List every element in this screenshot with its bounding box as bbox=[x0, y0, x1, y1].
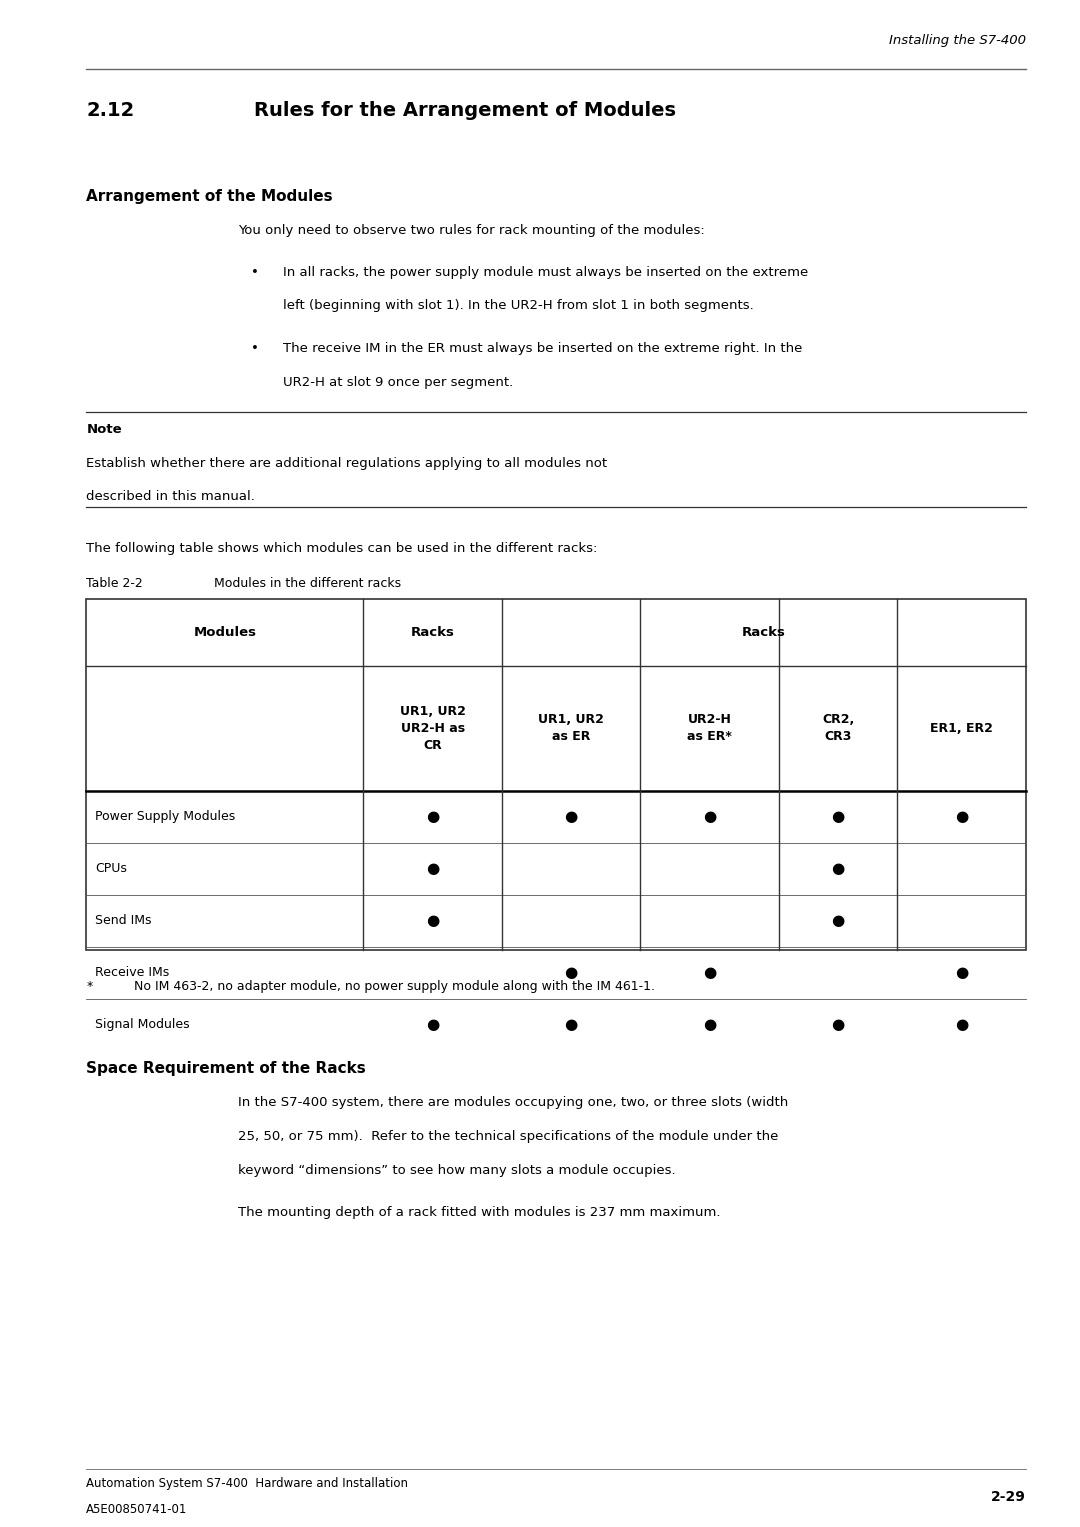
Text: The receive IM in the ER must always be inserted on the extreme right. In the: The receive IM in the ER must always be … bbox=[283, 342, 802, 356]
Text: Signal Modules: Signal Modules bbox=[95, 1019, 190, 1031]
Text: Installing the S7-400: Installing the S7-400 bbox=[889, 34, 1026, 47]
Text: ●: ● bbox=[565, 1017, 578, 1032]
Text: ●: ● bbox=[703, 809, 716, 825]
Text: No IM 463-2, no adapter module, no power supply module along with the IM 461-1.: No IM 463-2, no adapter module, no power… bbox=[134, 980, 654, 994]
Text: ●: ● bbox=[426, 861, 440, 876]
Text: CPUs: CPUs bbox=[95, 863, 127, 875]
Text: ●: ● bbox=[426, 913, 440, 928]
Text: ER1, ER2: ER1, ER2 bbox=[930, 722, 994, 734]
Text: 2.12: 2.12 bbox=[86, 101, 135, 119]
Text: Establish whether there are additional regulations applying to all modules not: Establish whether there are additional r… bbox=[86, 457, 608, 470]
Text: Note: Note bbox=[86, 423, 122, 437]
Text: A5E00850741-01: A5E00850741-01 bbox=[86, 1503, 188, 1516]
Text: The following table shows which modules can be used in the different racks:: The following table shows which modules … bbox=[86, 542, 597, 556]
Text: *: * bbox=[86, 980, 93, 994]
Text: ●: ● bbox=[565, 965, 578, 980]
Text: CR2,
CR3: CR2, CR3 bbox=[822, 713, 854, 744]
Text: You only need to observe two rules for rack mounting of the modules:: You only need to observe two rules for r… bbox=[238, 224, 704, 238]
Text: ●: ● bbox=[955, 965, 969, 980]
Text: Racks: Racks bbox=[742, 626, 786, 638]
Text: The mounting depth of a rack fitted with modules is 237 mm maximum.: The mounting depth of a rack fitted with… bbox=[238, 1206, 720, 1220]
Text: ●: ● bbox=[832, 913, 845, 928]
Text: In the S7-400 system, there are modules occupying one, two, or three slots (widt: In the S7-400 system, there are modules … bbox=[238, 1096, 787, 1110]
Text: ●: ● bbox=[832, 809, 845, 825]
Text: ●: ● bbox=[955, 1017, 969, 1032]
Text: Table 2-2: Table 2-2 bbox=[86, 577, 144, 591]
Text: Rules for the Arrangement of Modules: Rules for the Arrangement of Modules bbox=[254, 101, 676, 119]
Text: ●: ● bbox=[703, 1017, 716, 1032]
Text: In all racks, the power supply module must always be inserted on the extreme: In all racks, the power supply module mu… bbox=[283, 266, 808, 279]
Text: Racks: Racks bbox=[410, 626, 455, 638]
Text: Modules: Modules bbox=[193, 626, 256, 638]
Text: Receive IMs: Receive IMs bbox=[95, 967, 170, 979]
Text: Automation System S7-400  Hardware and Installation: Automation System S7-400 Hardware and In… bbox=[86, 1477, 408, 1490]
Text: ●: ● bbox=[703, 965, 716, 980]
Text: UR1, UR2
as ER: UR1, UR2 as ER bbox=[538, 713, 604, 744]
Text: left (beginning with slot 1). In the UR2-H from slot 1 in both segments.: left (beginning with slot 1). In the UR2… bbox=[283, 299, 754, 313]
Text: described in this manual.: described in this manual. bbox=[86, 490, 255, 504]
Text: Power Supply Modules: Power Supply Modules bbox=[95, 811, 235, 823]
Text: •: • bbox=[251, 342, 258, 356]
Text: Arrangement of the Modules: Arrangement of the Modules bbox=[86, 189, 333, 205]
Text: ●: ● bbox=[426, 1017, 440, 1032]
Text: Modules in the different racks: Modules in the different racks bbox=[214, 577, 401, 591]
Bar bbox=[86, 599, 1026, 950]
Text: •: • bbox=[251, 266, 258, 279]
Text: ●: ● bbox=[832, 861, 845, 876]
Text: ●: ● bbox=[955, 809, 969, 825]
Text: Space Requirement of the Racks: Space Requirement of the Racks bbox=[86, 1061, 366, 1077]
Text: UR1, UR2
UR2-H as
CR: UR1, UR2 UR2-H as CR bbox=[400, 705, 465, 751]
Text: ●: ● bbox=[832, 1017, 845, 1032]
Text: ●: ● bbox=[565, 809, 578, 825]
Text: 2-29: 2-29 bbox=[991, 1490, 1026, 1504]
Text: Send IMs: Send IMs bbox=[95, 915, 151, 927]
Text: ●: ● bbox=[426, 809, 440, 825]
Text: 25, 50, or 75 mm).  Refer to the technical specifications of the module under th: 25, 50, or 75 mm). Refer to the technica… bbox=[238, 1130, 778, 1144]
Text: UR2-H at slot 9 once per segment.: UR2-H at slot 9 once per segment. bbox=[283, 376, 513, 389]
Text: UR2-H
as ER*: UR2-H as ER* bbox=[687, 713, 732, 744]
Text: keyword “dimensions” to see how many slots a module occupies.: keyword “dimensions” to see how many slo… bbox=[238, 1164, 675, 1177]
